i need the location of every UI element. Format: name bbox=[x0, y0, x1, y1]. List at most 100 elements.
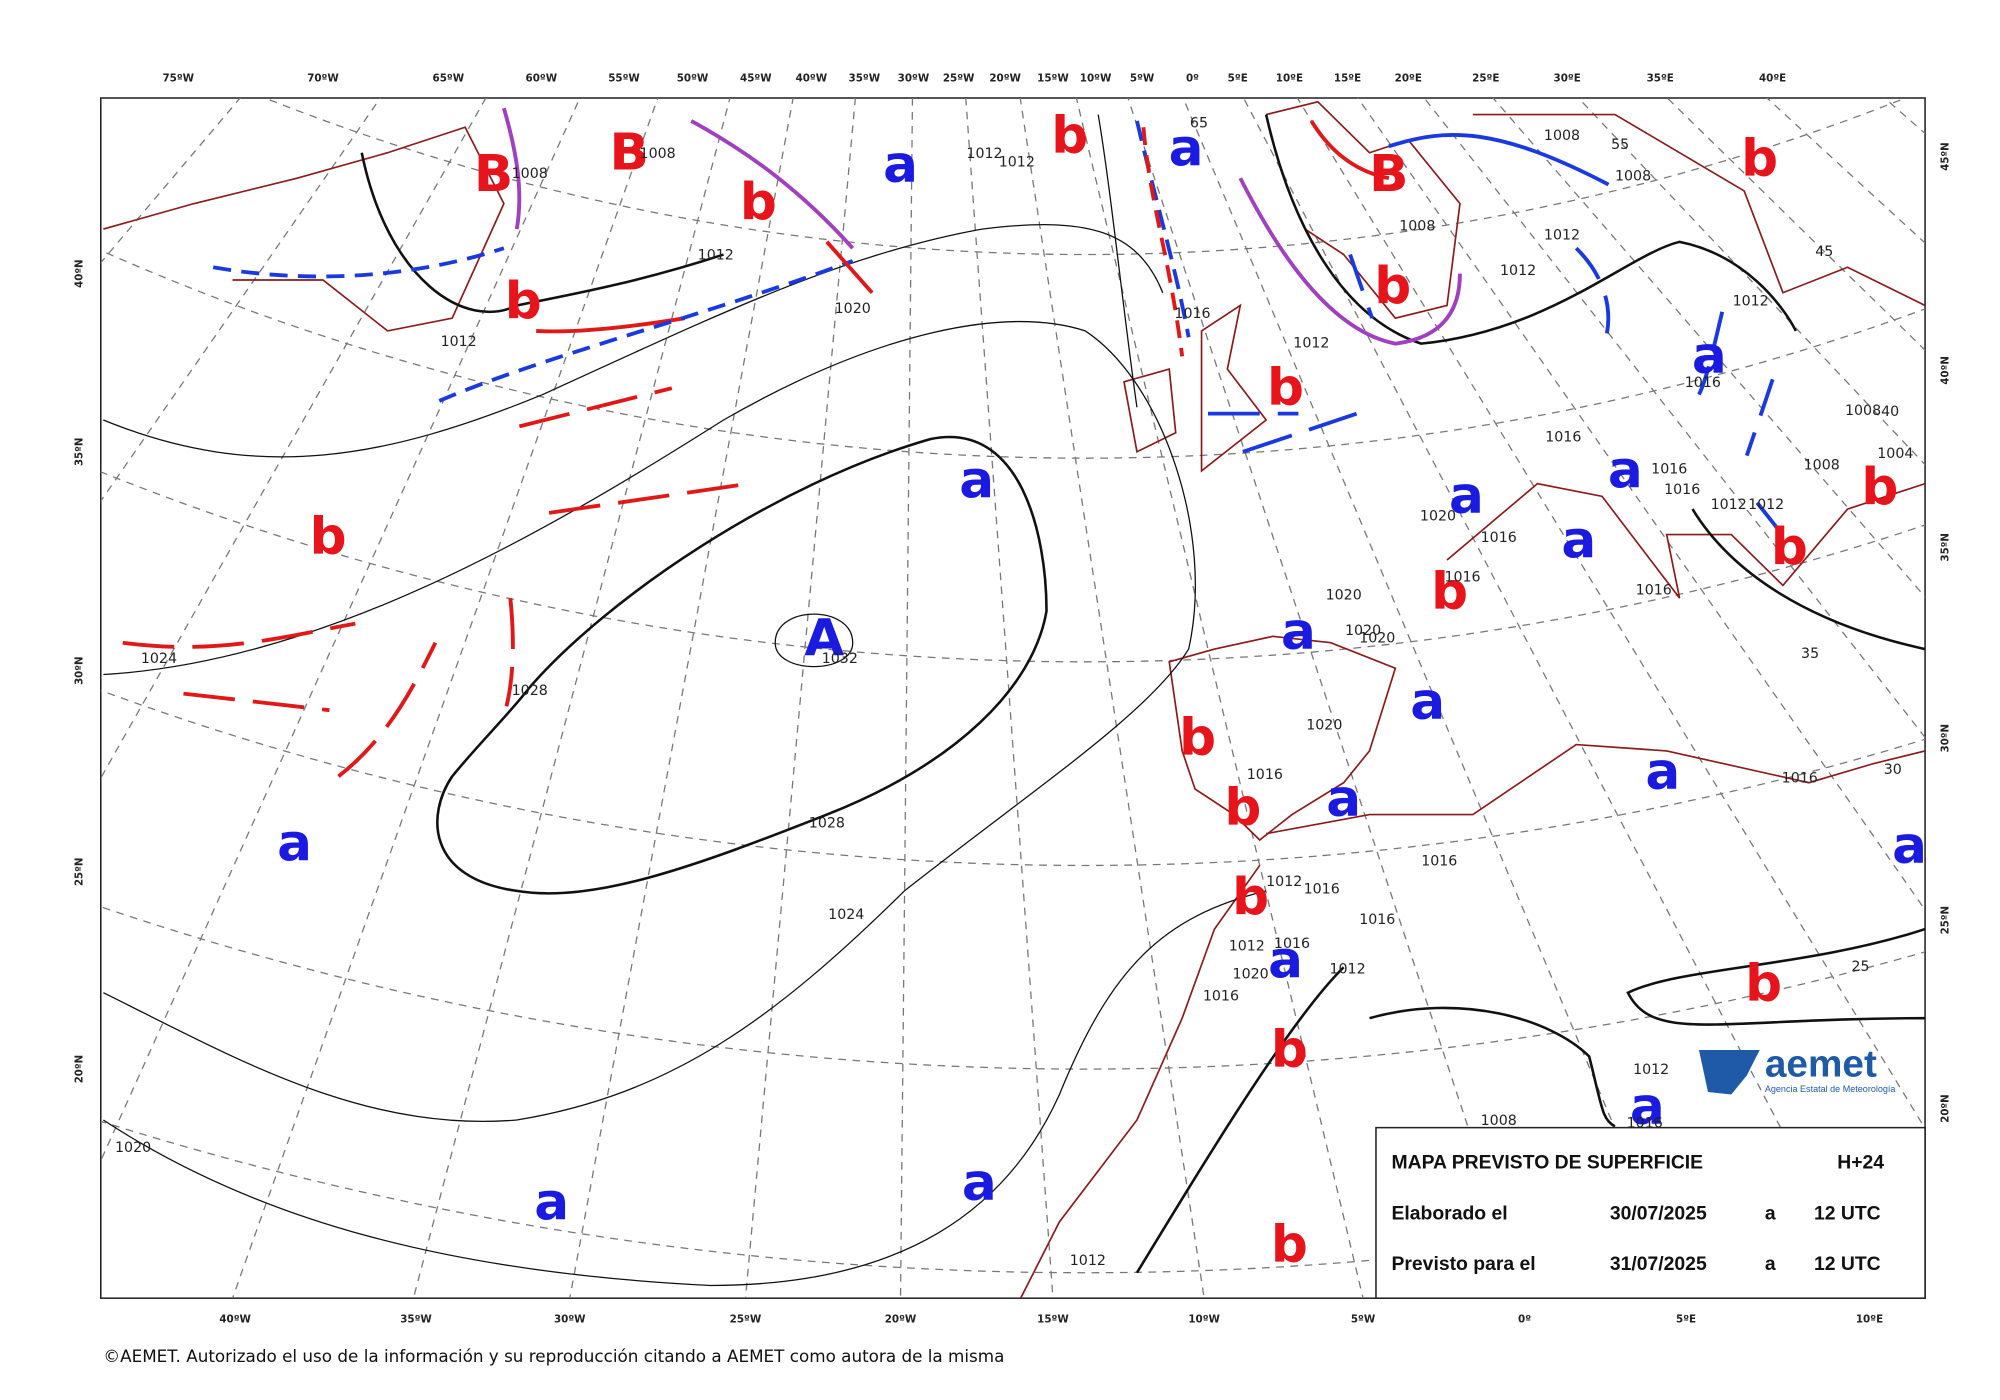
isobar-label: 1020 bbox=[835, 301, 871, 317]
pressure-centre: b bbox=[1051, 106, 1088, 166]
isobar-label: 1012 bbox=[1733, 294, 1769, 310]
isobar-label: 1012 bbox=[1293, 336, 1329, 352]
bottom-axis-label: 40ºW bbox=[219, 1313, 251, 1325]
isobar-label: 1016 bbox=[1174, 306, 1210, 322]
isobar-label: 1008 bbox=[1481, 1113, 1517, 1129]
meridian bbox=[1019, 98, 1205, 1299]
isobar-label: 1012 bbox=[1544, 227, 1580, 243]
isobar-label: 1020 bbox=[115, 1140, 151, 1156]
isobar-label: 1012 bbox=[1500, 263, 1536, 279]
top-axis-label: 35ºE bbox=[1647, 73, 1674, 85]
pressure-centre: a bbox=[959, 451, 994, 511]
isobar-label: 1016 bbox=[1203, 988, 1239, 1004]
bottom-axis-label: 5ºE bbox=[1676, 1313, 1696, 1325]
meridian bbox=[231, 98, 659, 1299]
top-axis-label: 10ºE bbox=[1276, 73, 1303, 85]
isobar-label: 1012 bbox=[1633, 1062, 1669, 1078]
bottom-axis-label: 30ºW bbox=[554, 1313, 586, 1325]
isobar-label: 35 bbox=[1801, 646, 1819, 662]
pressure-centre: b bbox=[1271, 1215, 1308, 1275]
meridian bbox=[1242, 98, 1871, 1299]
isobar-label: 1016 bbox=[1664, 482, 1700, 498]
isobar-label: 1028 bbox=[512, 683, 548, 699]
pressure-centre: b bbox=[1232, 867, 1269, 927]
bottom-axis-label: 25ºW bbox=[730, 1313, 762, 1325]
info-time: 12 UTC bbox=[1814, 1203, 1881, 1224]
isobar-label: 1016 bbox=[1444, 570, 1480, 586]
isobar-label: 1012 bbox=[1748, 497, 1784, 513]
info-time: 12 UTC bbox=[1814, 1254, 1881, 1275]
pressure-centre: a bbox=[1326, 769, 1361, 829]
top-axis-label: 15ºE bbox=[1334, 73, 1361, 85]
isobar-label: 1016 bbox=[1685, 375, 1721, 391]
top-axis-label: 5ºW bbox=[1130, 73, 1154, 85]
pressure-centre: b bbox=[1745, 954, 1782, 1014]
pressure-centre: b bbox=[1431, 562, 1468, 622]
top-axis-label: 20ºW bbox=[989, 73, 1021, 85]
meridian bbox=[100, 98, 241, 264]
top-axis-label: 60ºW bbox=[526, 73, 558, 85]
isobar-label: 1004 bbox=[1877, 446, 1913, 462]
pressure-centre: a bbox=[1630, 1077, 1665, 1137]
isobar-label: 1012 bbox=[1070, 1253, 1106, 1269]
pressure-centre: a bbox=[1645, 742, 1680, 802]
isobar-label: 1020 bbox=[1420, 509, 1456, 525]
pressure-centre: b bbox=[1861, 457, 1898, 517]
meridian bbox=[100, 98, 487, 780]
right-axis-label: 45ºN bbox=[1939, 142, 1951, 170]
bottom-axis-label: 5ºW bbox=[1351, 1313, 1375, 1325]
right-axis-label: 35ºN bbox=[1939, 533, 1951, 561]
meridian bbox=[1357, 98, 1926, 911]
logo: aemet Agencia Estatal de Meteorología bbox=[1698, 1043, 1895, 1095]
pressure-centre: A bbox=[804, 609, 844, 669]
top-axis-label: 25ºE bbox=[1472, 73, 1499, 85]
pressure-centre: a bbox=[962, 1154, 997, 1214]
pressure-centre: B bbox=[1369, 144, 1408, 204]
isobar-label: 1008 bbox=[1615, 169, 1651, 185]
graticule bbox=[100, 98, 1926, 1299]
pressure-centre: b bbox=[1179, 708, 1216, 768]
bottom-axis-label: 0º bbox=[1518, 1313, 1531, 1325]
pressure-centre: a bbox=[1410, 672, 1445, 732]
pressure-centre: a bbox=[534, 1173, 569, 1233]
coastlines bbox=[103, 100, 1926, 1299]
left-axis-label: 40ºN bbox=[74, 259, 86, 287]
isobar-label: 1008 bbox=[1544, 128, 1580, 144]
info-sep: a bbox=[1765, 1203, 1776, 1224]
top-axis-label: 70ºW bbox=[307, 73, 339, 85]
isobar-label: 1016 bbox=[1481, 530, 1517, 546]
isobar-label: 1012 bbox=[1711, 497, 1747, 513]
meridian bbox=[965, 98, 1054, 1299]
meridian bbox=[1127, 98, 1526, 1299]
meridian bbox=[1492, 98, 1926, 598]
isobar-label: 1016 bbox=[1304, 882, 1340, 898]
isobar-label: 1008 bbox=[640, 146, 676, 162]
isobar-label: 1012 bbox=[999, 155, 1035, 171]
top-axis-label: 15ºW bbox=[1037, 73, 1069, 85]
isobar-label: 1008 bbox=[1399, 218, 1435, 234]
top-axis-label: 25ºW bbox=[943, 73, 975, 85]
isobar-label: 1008 bbox=[1804, 458, 1840, 474]
isobar-label: 65 bbox=[1190, 115, 1208, 131]
isobar-label: 1016 bbox=[1782, 771, 1818, 787]
bottom-axis-label: 10ºW bbox=[1188, 1313, 1220, 1325]
isobars bbox=[103, 114, 1926, 1287]
pressure-centre: a bbox=[277, 814, 312, 874]
isobar-label: 1020 bbox=[1326, 588, 1362, 604]
bottom-axis-label: 20ºW bbox=[885, 1313, 917, 1325]
isobar-label: 1012 bbox=[1329, 962, 1365, 978]
isobar-label: 1016 bbox=[1636, 582, 1672, 598]
pressure-centre: a bbox=[1449, 466, 1484, 526]
top-axis-label: 5ºE bbox=[1228, 73, 1248, 85]
pressure-centre: a bbox=[1561, 511, 1596, 571]
meridian bbox=[744, 98, 857, 1299]
info-date: 30/07/2025 bbox=[1610, 1203, 1707, 1224]
pressure-centre: b bbox=[1374, 256, 1411, 316]
right-axis-label: 25ºN bbox=[1939, 906, 1951, 934]
pressure-centre: B bbox=[610, 123, 649, 183]
meridian bbox=[1075, 98, 1364, 1299]
right-axis-label: 20ºN bbox=[1939, 1094, 1951, 1122]
isobar-label: 1012 bbox=[698, 248, 734, 264]
top-axis-label: 30ºE bbox=[1554, 73, 1581, 85]
left-axis-label: 20ºN bbox=[74, 1055, 86, 1083]
